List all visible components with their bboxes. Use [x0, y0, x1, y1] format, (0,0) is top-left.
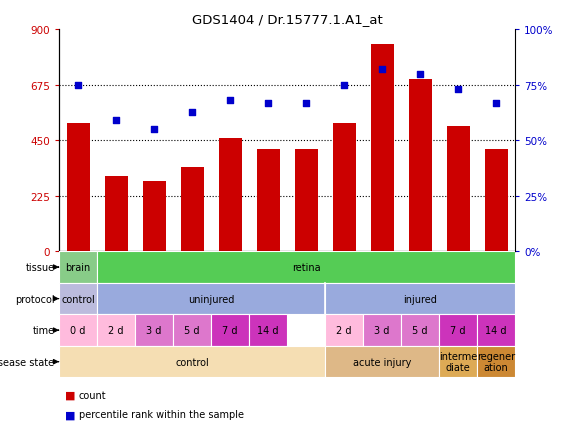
Bar — [249, 315, 287, 346]
Text: percentile rank within the sample: percentile rank within the sample — [79, 410, 244, 419]
Text: control: control — [61, 294, 95, 304]
Point — [150, 127, 159, 134]
Title: GDS1404 / Dr.15777.1.A1_at: GDS1404 / Dr.15777.1.A1_at — [192, 13, 382, 26]
Text: 2 d: 2 d — [336, 326, 352, 335]
Text: 3 d: 3 d — [146, 326, 162, 335]
Text: 2 d: 2 d — [108, 326, 124, 335]
Text: injured: injured — [403, 294, 437, 304]
Bar — [401, 315, 439, 346]
Bar — [325, 283, 515, 315]
Text: 5 d: 5 d — [184, 326, 200, 335]
Bar — [370, 45, 394, 252]
Text: 14 d: 14 d — [257, 326, 279, 335]
Point — [302, 100, 311, 107]
Point — [491, 100, 501, 107]
Bar — [97, 315, 135, 346]
Bar — [105, 177, 127, 252]
Text: 7 d: 7 d — [222, 326, 238, 335]
Bar — [363, 315, 401, 346]
Text: uninjured: uninjured — [188, 294, 234, 304]
Bar — [439, 346, 477, 378]
Text: ■: ■ — [65, 410, 75, 419]
Text: time: time — [33, 326, 55, 335]
Bar — [211, 315, 249, 346]
Point — [339, 82, 348, 89]
Bar — [97, 283, 325, 315]
Bar — [173, 315, 211, 346]
Text: acute injury: acute injury — [353, 357, 412, 367]
Text: tissue: tissue — [25, 263, 55, 273]
Point — [226, 98, 235, 105]
Bar — [59, 346, 325, 378]
Bar — [257, 150, 279, 252]
Bar — [59, 315, 97, 346]
Point — [378, 67, 387, 74]
Bar — [325, 315, 363, 346]
Text: 0 d: 0 d — [70, 326, 86, 335]
Bar — [66, 124, 90, 252]
Text: brain: brain — [65, 263, 91, 273]
Bar — [97, 252, 515, 283]
Text: retina: retina — [292, 263, 320, 273]
Point — [74, 82, 83, 89]
Point — [415, 71, 425, 78]
Text: 5 d: 5 d — [412, 326, 428, 335]
Point — [111, 118, 120, 125]
Bar — [439, 315, 477, 346]
Bar — [295, 150, 318, 252]
Bar — [135, 315, 173, 346]
Text: disease state: disease state — [0, 357, 55, 367]
Bar — [181, 168, 204, 252]
Text: count: count — [79, 390, 106, 400]
Text: 3 d: 3 d — [374, 326, 390, 335]
Bar — [333, 124, 356, 252]
Bar — [446, 126, 470, 252]
Bar — [409, 79, 431, 252]
Bar — [143, 182, 166, 252]
Bar — [59, 283, 97, 315]
Text: control: control — [175, 357, 209, 367]
Bar — [218, 138, 242, 252]
Bar — [477, 315, 515, 346]
Point — [454, 87, 463, 94]
Bar — [59, 252, 97, 283]
Bar — [325, 346, 439, 378]
Bar — [477, 346, 515, 378]
Text: regener
ation: regener ation — [477, 351, 515, 373]
Text: 7 d: 7 d — [450, 326, 466, 335]
Point — [187, 109, 196, 116]
Text: ■: ■ — [65, 390, 75, 400]
Text: 14 d: 14 d — [485, 326, 507, 335]
Text: protocol: protocol — [15, 294, 55, 304]
Text: interme
diate: interme diate — [439, 351, 477, 373]
Bar — [485, 150, 507, 252]
Point — [263, 100, 272, 107]
